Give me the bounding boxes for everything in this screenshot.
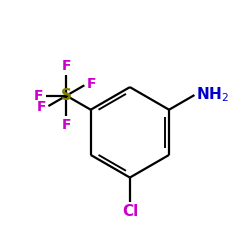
Text: F: F	[86, 77, 96, 91]
Text: F: F	[62, 118, 71, 132]
Text: F: F	[62, 59, 71, 73]
Text: Cl: Cl	[122, 204, 138, 220]
Text: F: F	[37, 100, 46, 114]
Text: F: F	[34, 89, 44, 103]
Text: S: S	[61, 88, 72, 103]
Text: NH$_2$: NH$_2$	[196, 86, 229, 104]
